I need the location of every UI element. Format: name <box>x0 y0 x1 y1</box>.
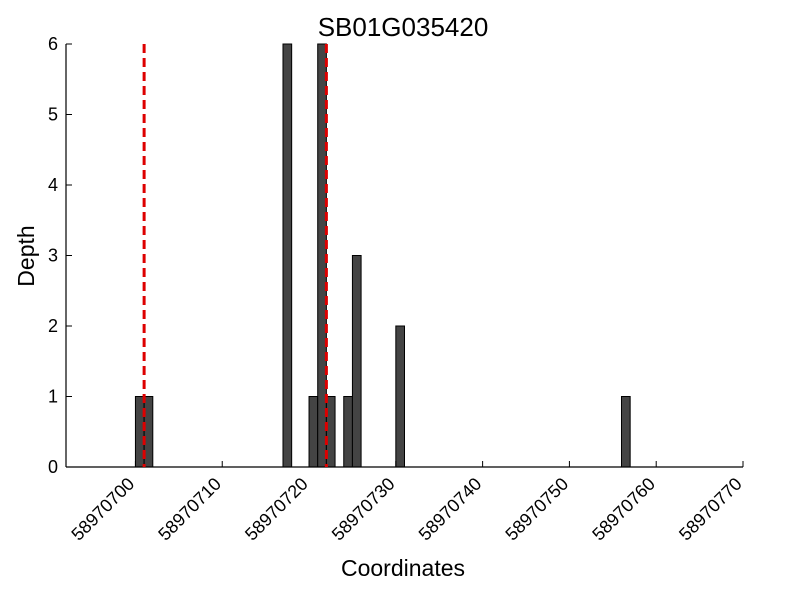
x-tick-label-7: 58970770 <box>675 474 746 545</box>
x-tick-label-6: 58970760 <box>588 474 659 545</box>
x-tick-label-3: 58970730 <box>328 474 399 545</box>
bar-9 <box>620 396 631 468</box>
x-tick-label-1: 58970710 <box>154 474 225 545</box>
y-tick-label-5: 5 <box>48 105 58 125</box>
y-tick-label-1: 1 <box>48 387 58 407</box>
x-tick-label-4: 58970740 <box>415 474 486 545</box>
y-axis-label: Depth <box>13 225 39 286</box>
bar-6 <box>343 396 353 468</box>
y-tick-label-3: 3 <box>48 246 58 266</box>
y-tick-label-6: 6 <box>48 34 58 54</box>
y-tick-label-0: 0 <box>48 457 58 477</box>
y-tick-label-2: 2 <box>48 316 58 336</box>
bar-2 <box>282 43 293 468</box>
bar-7 <box>351 255 362 468</box>
bar-8 <box>395 325 406 468</box>
y-tick-label-4: 4 <box>48 175 58 195</box>
x-tick-label-5: 58970750 <box>501 474 572 545</box>
x-axis-label: Coordinates <box>341 555 465 581</box>
chart-title: SB01G035420 <box>318 12 489 42</box>
bar-3 <box>308 396 319 468</box>
x-tick-label-0: 58970700 <box>67 474 138 545</box>
x-tick-label-2: 58970720 <box>241 474 312 545</box>
